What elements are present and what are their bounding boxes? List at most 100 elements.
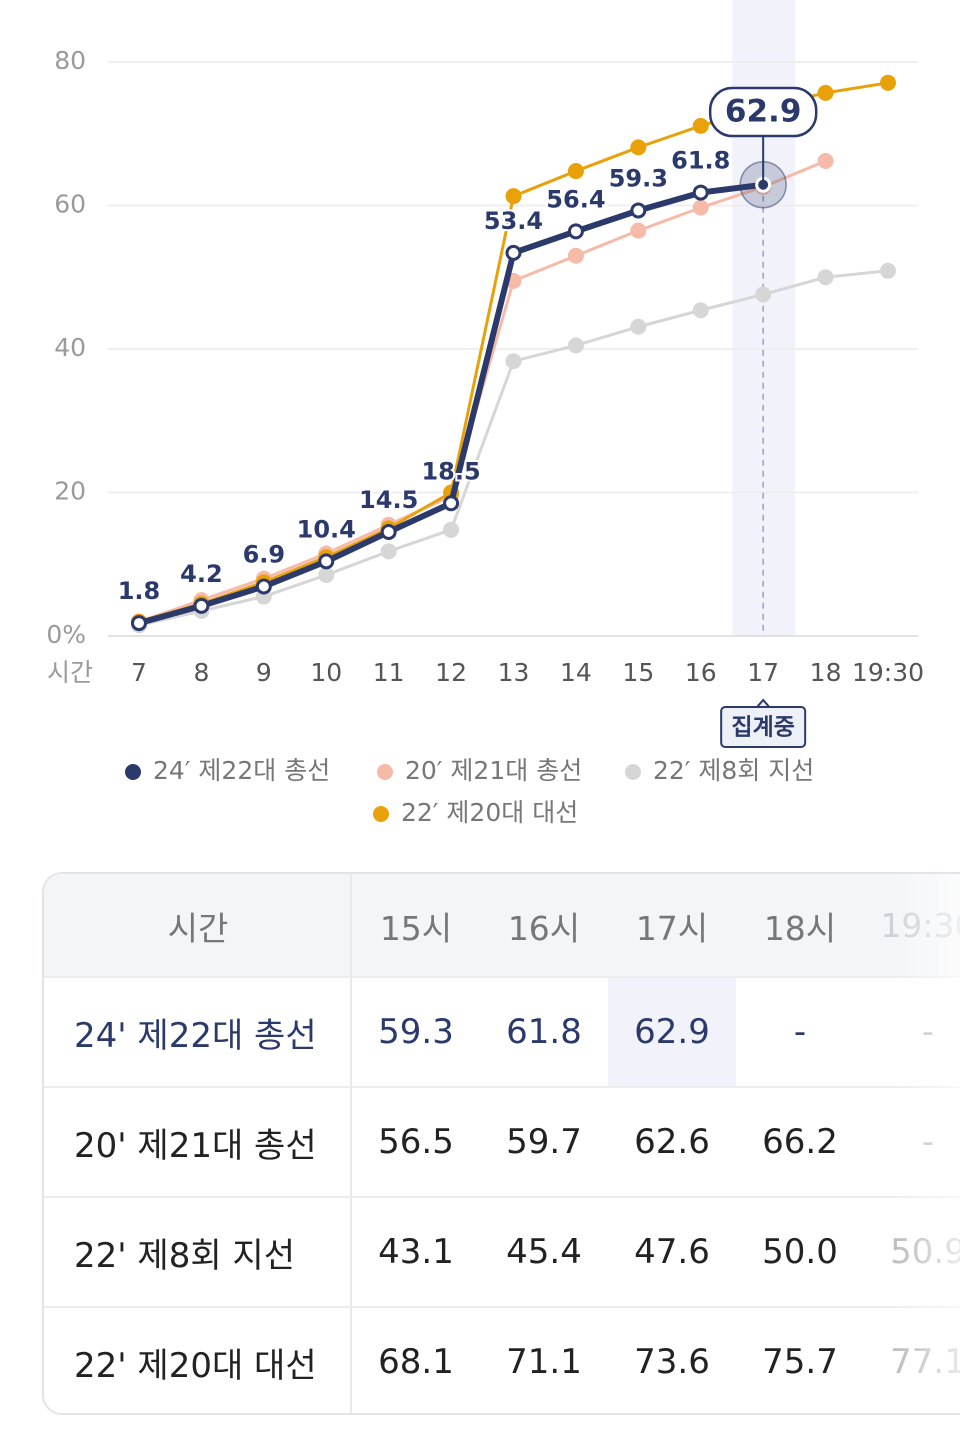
point [443,521,460,538]
table-cell: 59.3 [378,1012,454,1052]
x-tick-label: 11 [373,658,405,687]
row-divider [44,1196,960,1198]
point [567,163,584,180]
legend-marker [125,764,141,780]
x-tick-label: 16 [685,658,717,687]
x-tick-label: 10 [310,658,342,687]
point [505,244,522,261]
legend-label: 22′ 제8회 지선 [653,756,814,785]
point [630,318,647,335]
callout-box [708,86,818,138]
row-label: 20' 제21대 총선 [74,1125,317,1166]
point [817,269,834,286]
legend-label: 22′ 제20대 대선 [401,798,578,827]
point [817,153,834,170]
point [692,184,709,201]
data-label: 53.4 [484,207,543,235]
data-label: 61.8 [671,147,730,175]
point [131,615,147,632]
point [817,84,834,101]
column-divider [350,874,352,1413]
point [380,543,397,560]
table-cell: 66.2 [762,1122,838,1162]
x-axis-label: 시간 [47,658,93,687]
data-label: 56.4 [546,185,605,213]
point [630,139,647,156]
point [880,74,896,91]
point [755,286,772,303]
table-cell: 59.7 [506,1122,582,1162]
x-tick-label: 8 [193,658,209,687]
point [567,337,584,354]
point [630,222,647,239]
table-cell: 71.1 [506,1342,582,1382]
x-tick-label: 15 [622,658,654,687]
badge-label: 집계중 [731,715,794,741]
table-header: 17시 [635,908,709,948]
chart: 0% 20 40 60 80 시간 7 8 9 10 11 12 13 14 15 16 17 18 19:30 1.… [46,0,924,827]
data-label: 6.9 [243,540,286,568]
point [630,202,647,219]
y-tick-label: 60 [54,190,86,219]
row-divider [44,1086,960,1088]
data-label: 4.2 [180,560,223,588]
point [505,188,522,205]
point [567,247,584,264]
legend-marker [625,764,641,780]
legend-marker [377,764,393,780]
callout-label: 62.9 [725,94,802,130]
y-tick-label: 20 [54,477,86,506]
point [318,553,335,570]
row-label: 22' 제8회 지선 [74,1235,295,1276]
table-cell: 62.9 [634,1012,710,1052]
x-tick-label: 7 [131,658,147,687]
point [255,578,272,595]
point [880,262,896,279]
table-header: 16시 [507,908,581,948]
table-cell: 75.7 [762,1342,838,1382]
x-tick-label: 18 [810,658,842,687]
row-divider [44,1306,960,1308]
series-line [138,181,764,626]
table-cell: 56.5 [378,1122,454,1162]
x-tick-label: 17 [747,658,779,687]
header-bg [44,874,960,977]
data-label: 10.4 [297,515,356,543]
y-tick-label: 0% [46,620,86,649]
fade-overlay [890,874,960,1413]
point [567,223,584,240]
legend-label: 20′ 제21대 총선 [405,756,582,785]
badge [720,706,807,748]
legend-marker [373,806,389,822]
legend-label: 24′ 제22대 총선 [153,756,330,785]
data-label: 59.3 [609,165,668,193]
x-tick-label: 12 [435,658,467,687]
point [193,597,210,614]
data-label: 14.5 [359,486,418,514]
y-tick-label: 40 [54,333,86,362]
table-cell: 47.6 [634,1232,710,1272]
table-header: 시간 [167,908,229,948]
table-cell: 61.8 [506,1012,582,1052]
x-tick-label: 14 [560,658,592,687]
highlight-cell [608,977,736,1087]
table-cell: - [793,1012,807,1052]
table-cell: 68.1 [378,1342,454,1382]
table-cell: 62.6 [634,1122,710,1162]
x-tick-label: 9 [256,658,272,687]
y-tick-label: 80 [54,46,86,75]
row-divider [44,976,960,978]
point [505,353,522,370]
table-cell: 73.6 [634,1342,710,1382]
table-cell: 43.1 [378,1232,454,1272]
point [380,523,397,540]
point [692,302,709,319]
x-tick-label: 19:30 [852,658,924,687]
table-header: 15시 [379,908,453,948]
data-table: 시간15시16시17시18시19:3024' 제22대 총선59.361.862… [42,872,960,1415]
row-label: 24' 제22대 총선 [74,1015,317,1056]
table-cell: 50.0 [762,1232,838,1272]
row-label: 22' 제20대 대선 [74,1345,317,1386]
table-header: 18시 [763,908,837,948]
